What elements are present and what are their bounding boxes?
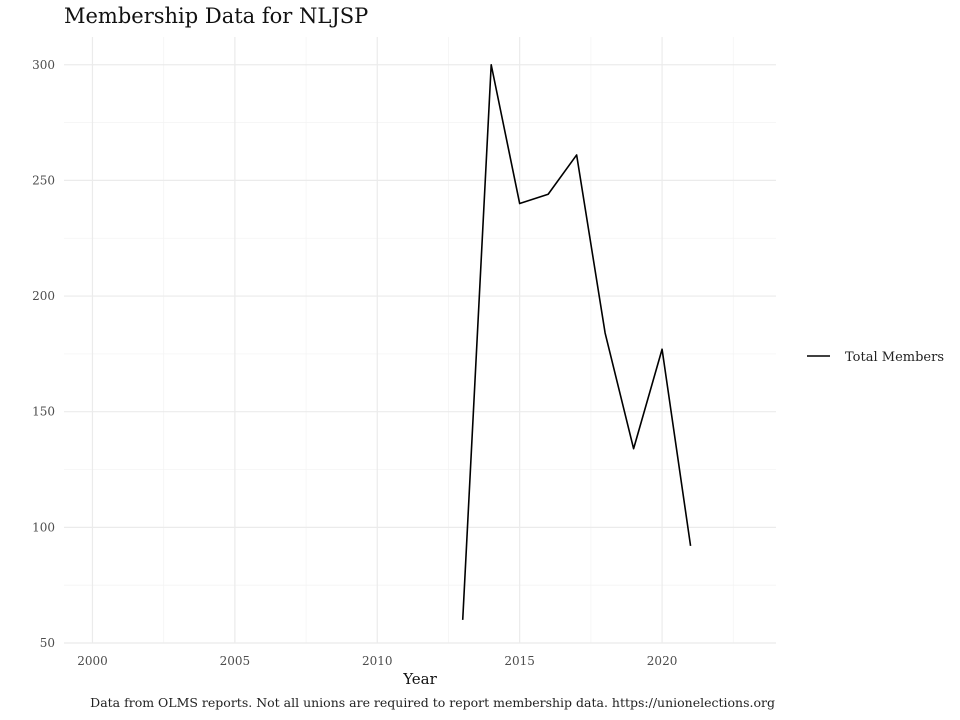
x-axis-ticks: 2000 2005 2010 2015 2020: [77, 654, 677, 668]
grid: [64, 37, 776, 644]
series-layer: [461, 63, 692, 620]
series-line-total-members: [461, 63, 692, 620]
caption: Data from OLMS reports. Not all unions a…: [90, 695, 775, 710]
x-tick-label: 2015: [504, 654, 535, 668]
x-axis-label: Year: [402, 670, 437, 688]
y-tick-label: 300: [32, 58, 55, 72]
x-tick-label: 2005: [220, 654, 251, 668]
x-tick-label: 2020: [647, 654, 678, 668]
legend: Total Members: [807, 350, 944, 365]
x-tick-label: 2000: [77, 654, 108, 668]
legend-label-total-members: Total Members: [845, 350, 944, 365]
y-tick-label: 250: [32, 173, 55, 187]
x-tick-label: 2010: [362, 654, 393, 668]
y-tick-label: 200: [32, 289, 55, 303]
y-tick-label: 100: [32, 520, 55, 534]
y-tick-label: 150: [32, 405, 55, 419]
chart-title: Membership Data for NLJSP: [64, 4, 368, 28]
y-axis-ticks: 50 100 150 200 250 300: [32, 58, 55, 650]
y-tick-label: 50: [40, 636, 55, 650]
